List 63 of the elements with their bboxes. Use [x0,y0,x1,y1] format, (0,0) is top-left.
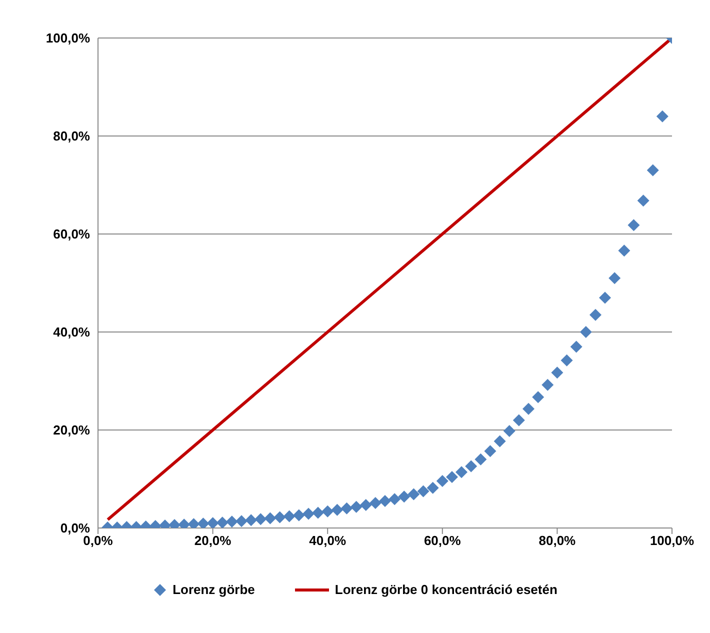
y-tick-label: 60,0% [53,226,90,242]
x-tick-label: 0,0% [83,533,114,548]
point [522,402,534,415]
point [369,497,382,510]
point [417,485,430,498]
y-tick-label: 100,0% [46,30,90,46]
point [264,512,276,524]
point [216,516,228,528]
point [302,508,314,520]
point [599,292,612,304]
point [283,510,296,522]
point [474,453,487,466]
point [465,460,478,472]
point [656,110,668,122]
point [608,272,621,284]
y-tick-label: 80,0% [53,128,90,144]
point [236,515,248,528]
x-tick-label: 80,0% [538,533,576,548]
point [484,445,496,458]
point [388,493,401,506]
point [360,498,372,511]
point [254,513,267,526]
point [580,326,592,338]
point [618,244,630,257]
point [494,435,506,448]
legend-label: Lorenz görbe [172,582,255,597]
point [340,502,353,514]
point [274,511,286,524]
point [245,514,258,526]
point [532,391,544,404]
point [206,517,219,528]
y-tick-label: 20,0% [53,422,90,438]
point [350,500,362,513]
point [436,474,448,487]
point [637,194,650,207]
point [628,219,640,232]
point [292,509,305,522]
x-tick-label: 20,0% [194,533,232,548]
point [331,504,344,516]
point [312,506,324,519]
point [456,466,468,478]
point [542,378,554,391]
point [570,340,582,353]
x-tick-label: 40,0% [309,533,346,548]
point [322,505,334,518]
point [197,518,210,528]
point [426,482,439,494]
point [379,495,391,508]
legend-label: Lorenz görbe 0 koncentráció esetén [334,582,558,597]
point [512,414,525,426]
y-tick-label: 40,0% [53,324,90,340]
point [646,164,659,176]
point [446,471,458,484]
x-tick-label: 100,0% [650,533,694,548]
x-tick-label: 60,0% [424,533,462,548]
point [398,490,410,503]
point [503,424,516,437]
point [589,308,602,321]
point [560,354,573,366]
point [408,488,420,500]
point [551,366,564,379]
y-tick-label: 0,0% [60,520,90,536]
point [226,516,238,528]
